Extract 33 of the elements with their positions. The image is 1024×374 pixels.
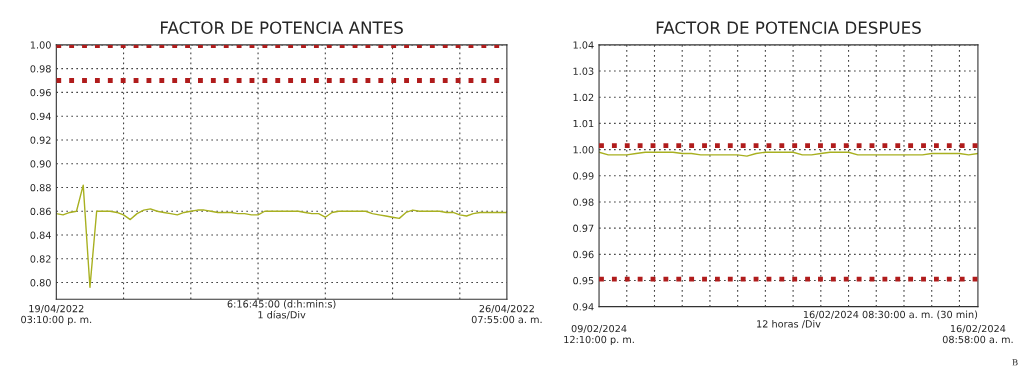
y-tick-label: 1.00 (573, 146, 594, 154)
x-axis-title: 12 horas /Div (757, 320, 821, 329)
y-tick-label: 0.98 (573, 198, 594, 206)
y-tick-label: 0.96 (30, 88, 51, 97)
x-axis-title: 6:16:45:00 (d:h:min:s) 1 días/Div (227, 300, 336, 320)
y-tick-label: 0.92 (30, 136, 51, 144)
y-tick-label: 1.04 (573, 41, 594, 49)
y-tick-label: 0.82 (30, 255, 51, 263)
y-tick-label: 0.94 (30, 112, 51, 121)
x-tick-label: 16/02/2024 08:58:00 a. m. (942, 324, 1013, 344)
chart-title: FACTOR DE POTENCIA DESPUES (656, 21, 921, 35)
x-tick-label: 26/04/2022 07:55:00 a. m. (471, 304, 542, 324)
y-tick-label: 0.96 (573, 250, 594, 259)
y-tick-label: 0.99 (573, 172, 594, 180)
y-tick-label: 0.86 (30, 207, 51, 216)
y-tick-label: 0.88 (30, 183, 51, 192)
y-tick-label: 0.94 (573, 303, 594, 311)
y-tick-label: 0.95 (573, 276, 594, 285)
y-tick-label: 0.84 (30, 231, 51, 239)
y-tick-label: 1.03 (573, 67, 594, 75)
y-tick-label: 0.98 (30, 65, 51, 73)
text: B (1012, 359, 1018, 366)
y-tick-label: 0.90 (30, 160, 51, 168)
line-series (56, 184, 507, 289)
x-tick-label: 19/04/2022 03:10:00 p. m. (21, 304, 92, 326)
y-tick-label: 1.00 (30, 41, 51, 49)
y-tick-label: 0.97 (573, 224, 594, 232)
y-tick-label: 1.01 (573, 119, 594, 128)
text: 16/02/2024 08:30:00 a. m. (30 min) (803, 310, 978, 320)
chart-title: FACTOR DE POTENCIA ANTES (161, 21, 403, 35)
y-tick-label: 0.80 (30, 279, 51, 287)
x-tick-label: 09/02/2024 12:10:00 p. m. (564, 324, 634, 346)
y-tick-label: 1.02 (573, 93, 594, 102)
